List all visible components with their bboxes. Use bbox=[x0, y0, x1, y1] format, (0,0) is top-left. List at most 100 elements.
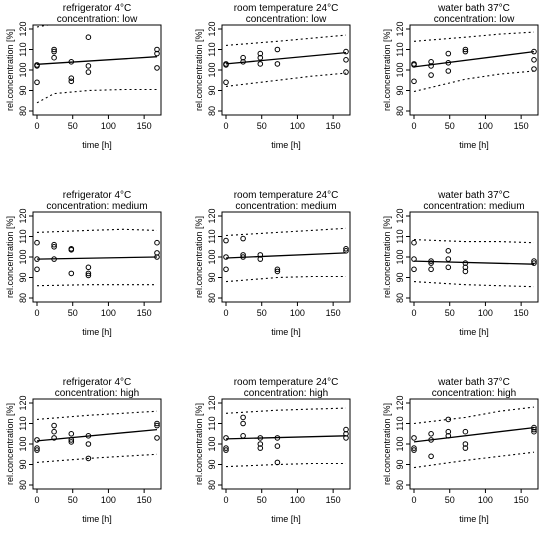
data-point bbox=[85, 34, 92, 41]
y-tick-label: 100 bbox=[18, 436, 28, 451]
y-tick-label: 110 bbox=[395, 229, 405, 243]
data-point bbox=[531, 260, 537, 266]
data-point bbox=[428, 453, 434, 460]
x-tick-label: 0 bbox=[411, 121, 416, 131]
data-point bbox=[428, 72, 434, 78]
y-tick-label: 80 bbox=[18, 480, 28, 490]
data-point bbox=[34, 62, 40, 68]
data-point bbox=[462, 264, 469, 271]
y-axis-label: rel.concentration [%] bbox=[194, 403, 204, 485]
y-axis-label: rel.concentration [%] bbox=[382, 29, 392, 111]
data-point bbox=[428, 63, 434, 69]
x-axis-label: time [h] bbox=[459, 514, 489, 524]
data-point bbox=[411, 239, 417, 246]
data-point bbox=[343, 57, 349, 63]
data-point bbox=[257, 445, 264, 451]
data-point bbox=[343, 248, 349, 254]
y-tick-label: 110 bbox=[395, 42, 405, 56]
y-tick-label: 110 bbox=[395, 416, 405, 430]
data-point bbox=[223, 62, 229, 68]
lower-bound-line bbox=[413, 451, 535, 469]
y-tick-label: 90 bbox=[18, 272, 28, 282]
x-tick-label: 0 bbox=[34, 121, 39, 131]
data-point bbox=[34, 266, 40, 273]
plot-frame bbox=[409, 211, 539, 303]
data-point bbox=[411, 266, 417, 273]
data-point bbox=[223, 79, 229, 86]
regression-line bbox=[36, 56, 158, 65]
data-point bbox=[51, 54, 57, 61]
data-point bbox=[411, 78, 417, 85]
panel-subtitle: concentration: high bbox=[244, 388, 329, 399]
x-axis-label: time [h] bbox=[271, 514, 301, 524]
data-point bbox=[411, 62, 417, 68]
data-point bbox=[240, 59, 246, 65]
upper-bound-line bbox=[413, 31, 535, 42]
data-point bbox=[257, 54, 264, 61]
panel-title: water bath 37°C bbox=[437, 190, 510, 201]
y-tick-label: 120 bbox=[395, 395, 405, 410]
data-point bbox=[257, 61, 264, 67]
lower-bound-line bbox=[225, 462, 346, 468]
data-point bbox=[51, 244, 57, 250]
y-tick-label: 120 bbox=[18, 208, 28, 223]
x-tick-label: 50 bbox=[68, 121, 78, 131]
data-point bbox=[154, 435, 160, 441]
y-tick-label: 110 bbox=[18, 229, 28, 243]
data-point bbox=[85, 433, 92, 439]
data-point bbox=[68, 439, 75, 445]
x-axis-label: time [h] bbox=[82, 327, 112, 337]
data-point bbox=[343, 69, 349, 75]
panel-subtitle: concentration: low bbox=[246, 14, 327, 25]
data-point bbox=[51, 241, 57, 248]
data-point bbox=[274, 443, 281, 449]
data-point bbox=[531, 57, 537, 63]
data-point bbox=[223, 266, 229, 273]
plot-frame bbox=[409, 24, 539, 116]
panel-subtitle: concentration: high bbox=[55, 388, 140, 399]
data-point bbox=[85, 441, 92, 447]
x-axis-label: time [h] bbox=[459, 140, 489, 150]
data-point bbox=[154, 239, 160, 246]
data-point bbox=[445, 248, 452, 254]
data-point bbox=[34, 256, 40, 262]
x-tick-label: 50 bbox=[257, 495, 267, 505]
data-point bbox=[462, 428, 469, 435]
x-tick-label: 150 bbox=[326, 495, 341, 505]
x-tick-label: 50 bbox=[445, 121, 455, 131]
x-tick-label: 100 bbox=[101, 495, 116, 505]
data-point bbox=[462, 48, 469, 55]
y-tick-label: 110 bbox=[207, 229, 217, 243]
data-point bbox=[343, 246, 349, 252]
y-tick-label: 120 bbox=[18, 395, 28, 410]
data-point bbox=[34, 447, 40, 453]
x-axis-label: time [h] bbox=[459, 327, 489, 337]
data-point bbox=[34, 79, 40, 86]
data-point bbox=[240, 254, 246, 260]
y-tick-label: 100 bbox=[395, 62, 405, 77]
y-tick-label: 100 bbox=[18, 249, 28, 264]
data-point bbox=[154, 65, 160, 71]
regression-line bbox=[225, 51, 347, 65]
data-point bbox=[428, 437, 434, 443]
x-tick-label: 100 bbox=[101, 308, 116, 318]
data-point bbox=[445, 428, 452, 435]
regression-line bbox=[413, 426, 535, 443]
data-point bbox=[223, 445, 229, 451]
data-point bbox=[85, 69, 92, 75]
data-point bbox=[428, 260, 434, 266]
upper-bound-line bbox=[225, 227, 347, 237]
x-tick-label: 150 bbox=[514, 495, 529, 505]
y-axis-label: rel.concentration [%] bbox=[194, 216, 204, 298]
y-tick-label: 100 bbox=[18, 62, 28, 77]
y-tick-label: 110 bbox=[207, 42, 217, 56]
data-point bbox=[240, 420, 246, 427]
regression-line bbox=[225, 435, 347, 440]
y-tick-label: 90 bbox=[207, 272, 217, 282]
regression-line bbox=[36, 256, 158, 260]
y-axis-label: rel.concentration [%] bbox=[382, 403, 392, 485]
panel-title: water bath 37°C bbox=[437, 3, 510, 14]
